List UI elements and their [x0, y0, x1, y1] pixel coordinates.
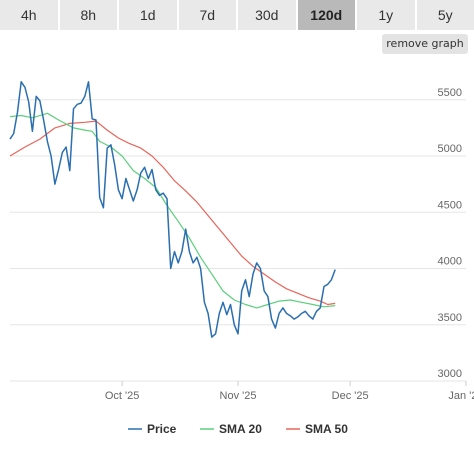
price-chart: 3000 3500 4000 4500 5000 5500 Oct '25 Nov '25 D…	[9, 81, 474, 436]
y-tick-label: 4500	[438, 199, 462, 211]
tab-120d[interactable]: 120d	[297, 0, 357, 30]
tab-5y[interactable]: 5y	[416, 0, 474, 30]
tab-30d[interactable]: 30d	[238, 0, 298, 30]
tab-7d[interactable]: 7d	[178, 0, 238, 30]
y-tick-label: 5500	[438, 87, 462, 99]
legend-label-sma-20[interactable]: SMA 20	[219, 422, 262, 436]
y-tick-label: 3000	[438, 368, 462, 380]
legend-label-price[interactable]: Price	[147, 422, 177, 436]
legend-label-sma-50[interactable]: SMA 50	[305, 422, 348, 436]
x-tick-label: Jan '26	[448, 390, 474, 402]
series-line-sma-50	[9, 120, 336, 306]
timeframe-tabs: 4h 8h 1d 7d 30d 120d 1y 5y	[0, 0, 474, 30]
y-tick-label: 5000	[438, 143, 462, 155]
x-tick-label: Nov '25	[220, 390, 257, 402]
series-line-price	[9, 81, 336, 338]
series-line-sma-20	[9, 112, 336, 309]
tab-8h[interactable]: 8h	[59, 0, 119, 30]
y-tick-label: 3500	[438, 312, 462, 324]
x-tick-label: Oct '25	[105, 390, 140, 402]
chart-legend: Price SMA 20 SMA 50	[128, 422, 348, 436]
y-tick-label: 4000	[438, 256, 462, 268]
chart-grid	[10, 99, 466, 382]
tab-1y[interactable]: 1y	[357, 0, 417, 30]
tab-1d[interactable]: 1d	[119, 0, 179, 30]
tab-4h[interactable]: 4h	[0, 0, 60, 30]
x-axis-ticks: Oct '25 Nov '25 Dec '25 Jan '26	[105, 381, 474, 402]
chart-series	[9, 81, 336, 338]
remove-graph-button[interactable]: remove graph	[382, 34, 468, 54]
y-axis-ticks: 3000 3500 4000 4500 5000 5500	[438, 87, 462, 380]
x-tick-label: Dec '25	[332, 390, 369, 402]
